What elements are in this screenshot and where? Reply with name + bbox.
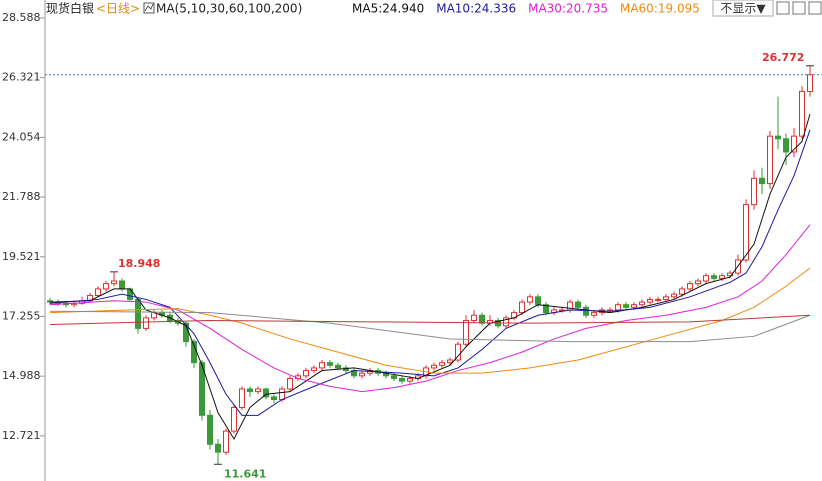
candle-body [679, 288, 685, 295]
candle-body [631, 304, 637, 308]
candle-body [535, 296, 541, 306]
extreme-label: 26.772 [762, 51, 804, 64]
ma-icon[interactable] [143, 2, 155, 14]
candle-body [447, 359, 453, 364]
candle-body [119, 280, 125, 290]
candle-body [791, 135, 797, 153]
candle-body [751, 177, 757, 206]
candle-body [359, 372, 365, 377]
candle-body [199, 362, 205, 416]
candle-body [439, 362, 445, 366]
ma-line [49, 129, 811, 416]
ma-line [49, 224, 811, 393]
candle-body [807, 74, 813, 92]
candle-body [327, 362, 333, 366]
period[interactable]: <日线> [96, 2, 140, 16]
candle-body [455, 343, 461, 361]
candle-body [479, 314, 485, 324]
icon-button[interactable] [776, 1, 790, 15]
candle-body [591, 312, 597, 316]
candle-body [111, 280, 117, 285]
candle-body [223, 430, 229, 453]
extreme-label: 11.641 [224, 467, 266, 480]
legend-entry: MA10:24.336 [436, 2, 516, 16]
candle-body [463, 320, 469, 345]
legend-entry: MA30:20.735 [528, 2, 608, 16]
candle-body [775, 135, 781, 140]
y-tick-label: 19.521 [2, 250, 41, 263]
candle-body [239, 388, 245, 408]
candle-body [575, 301, 581, 308]
candle-body [655, 298, 661, 301]
candle-body [103, 283, 109, 290]
candle-body [759, 177, 765, 185]
icon-button[interactable] [792, 1, 806, 15]
y-tick-label: 12.721 [2, 429, 41, 442]
candle-body [391, 375, 397, 379]
candle-body [143, 317, 149, 329]
toggle-label[interactable]: 不显示▼ [720, 2, 766, 16]
candle-body [311, 367, 317, 372]
candle-body [639, 301, 645, 306]
candle-body [319, 362, 325, 369]
icon-button[interactable] [808, 1, 822, 15]
candle-body [335, 364, 341, 369]
legend: MA5:24.940 MA10:24.336 MA30:20.735 MA60:19.… [352, 2, 753, 16]
candle-body [527, 296, 533, 303]
y-tick-label: 24.054 [2, 130, 41, 143]
candle-body [671, 293, 677, 298]
candle-body [647, 298, 653, 303]
candle-body [799, 90, 805, 137]
candle-body [263, 388, 269, 398]
candle-body [255, 388, 261, 393]
candle-body [695, 280, 701, 285]
candle-body [471, 314, 477, 322]
candle-body [207, 414, 213, 445]
candle-body [135, 298, 141, 329]
candle-body [271, 396, 277, 401]
legend-entry: MA5:24.940 [352, 2, 424, 16]
candle-body [247, 388, 253, 393]
ma-line [49, 310, 811, 343]
candle-body [663, 296, 669, 300]
y-tick-label: 21.788 [2, 190, 41, 203]
candle-body [279, 388, 285, 401]
candle-body [519, 301, 525, 314]
candle-body [95, 288, 101, 296]
candle-body [623, 304, 629, 308]
extreme-label: 18.948 [118, 257, 160, 270]
candle-body [431, 364, 437, 369]
y-tick-label: 17.255 [2, 309, 41, 322]
legend-entry: MA60:19.095 [620, 2, 700, 16]
candle-body [215, 443, 221, 453]
y-tick-label: 28.588 [2, 11, 41, 24]
candle-body [231, 406, 237, 432]
y-tick-label: 14.988 [2, 369, 41, 382]
candle-body [711, 275, 717, 279]
candle-body [719, 275, 725, 279]
ma-title: MA(5,10,30,60,100,200) [156, 2, 302, 16]
ma-icon-glyph [144, 3, 154, 12]
candle-body [687, 283, 693, 290]
candle-body [303, 370, 309, 377]
ma-line [49, 314, 811, 325]
candle-body [399, 377, 405, 382]
candle-body [407, 377, 413, 382]
y-tick-label: 26.321 [2, 71, 41, 84]
candle-body [743, 204, 749, 261]
ma-line [49, 267, 811, 374]
candle-body [783, 138, 789, 153]
toggle-button[interactable] [712, 0, 774, 17]
candle-body [583, 306, 589, 316]
ma-line [49, 113, 811, 441]
candle-body [287, 377, 293, 390]
candle-body [703, 275, 709, 282]
candle-body [767, 135, 773, 185]
chart-title: 现货白银 [46, 1, 94, 16]
candle-body [543, 304, 549, 314]
candle-body [615, 304, 621, 311]
candle-body [503, 317, 509, 327]
